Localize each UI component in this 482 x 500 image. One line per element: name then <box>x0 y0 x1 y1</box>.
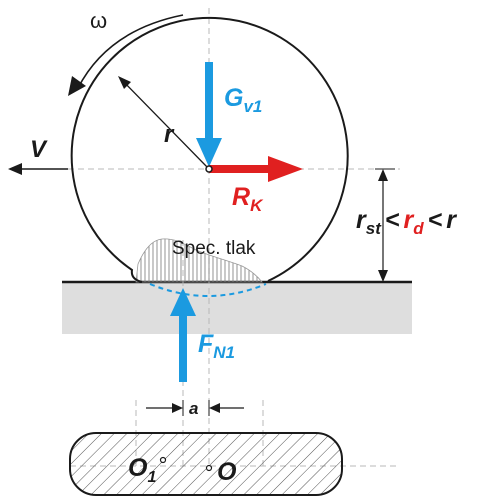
o1-point <box>159 456 167 464</box>
normal-force-label: FN1 <box>198 330 235 362</box>
pressure-distribution <box>135 238 263 283</box>
offset-arrowhead-right <box>209 403 220 413</box>
normal-force-arrowhead <box>170 288 196 316</box>
ground-surface <box>62 282 412 334</box>
radius-relation-label: rst < rd < r <box>356 206 457 238</box>
reaction-force-arrowhead <box>268 156 303 182</box>
radius-label: r <box>164 121 175 148</box>
contact-deformation <box>149 283 267 297</box>
normal-force-shaft <box>179 312 187 382</box>
axle-section <box>69 432 343 496</box>
velocity-label: V <box>30 136 48 163</box>
radius-arrowhead <box>118 76 131 89</box>
wheel-outline <box>70 16 349 283</box>
normal-subscript: N1 <box>213 343 235 362</box>
radius-line <box>120 78 210 170</box>
o-label: O <box>217 458 237 486</box>
reaction-label: RK <box>232 183 264 215</box>
gravity-force-arrowhead <box>196 138 222 167</box>
pressure-label: Spec. tlak <box>172 238 256 259</box>
offset-label: a <box>189 399 198 418</box>
gravity-label: Gv1 <box>224 84 262 116</box>
dimension-arrowhead-bottom <box>378 270 388 282</box>
reaction-force-shaft <box>209 165 271 173</box>
rotation-arrow <box>77 14 184 89</box>
o1-label: O1 <box>128 454 156 486</box>
offset-arrowhead-left <box>172 403 183 413</box>
reaction-subscript: K <box>250 196 264 215</box>
o-point <box>205 464 213 472</box>
wheel-center <box>205 165 213 173</box>
dimension-arrowhead-top <box>378 169 388 181</box>
gravity-subscript: v1 <box>243 97 262 116</box>
gravity-force-shaft <box>205 62 213 142</box>
velocity-arrowhead <box>8 163 22 175</box>
rotation-arrowhead <box>68 76 86 96</box>
omega-label: ω <box>90 8 107 33</box>
